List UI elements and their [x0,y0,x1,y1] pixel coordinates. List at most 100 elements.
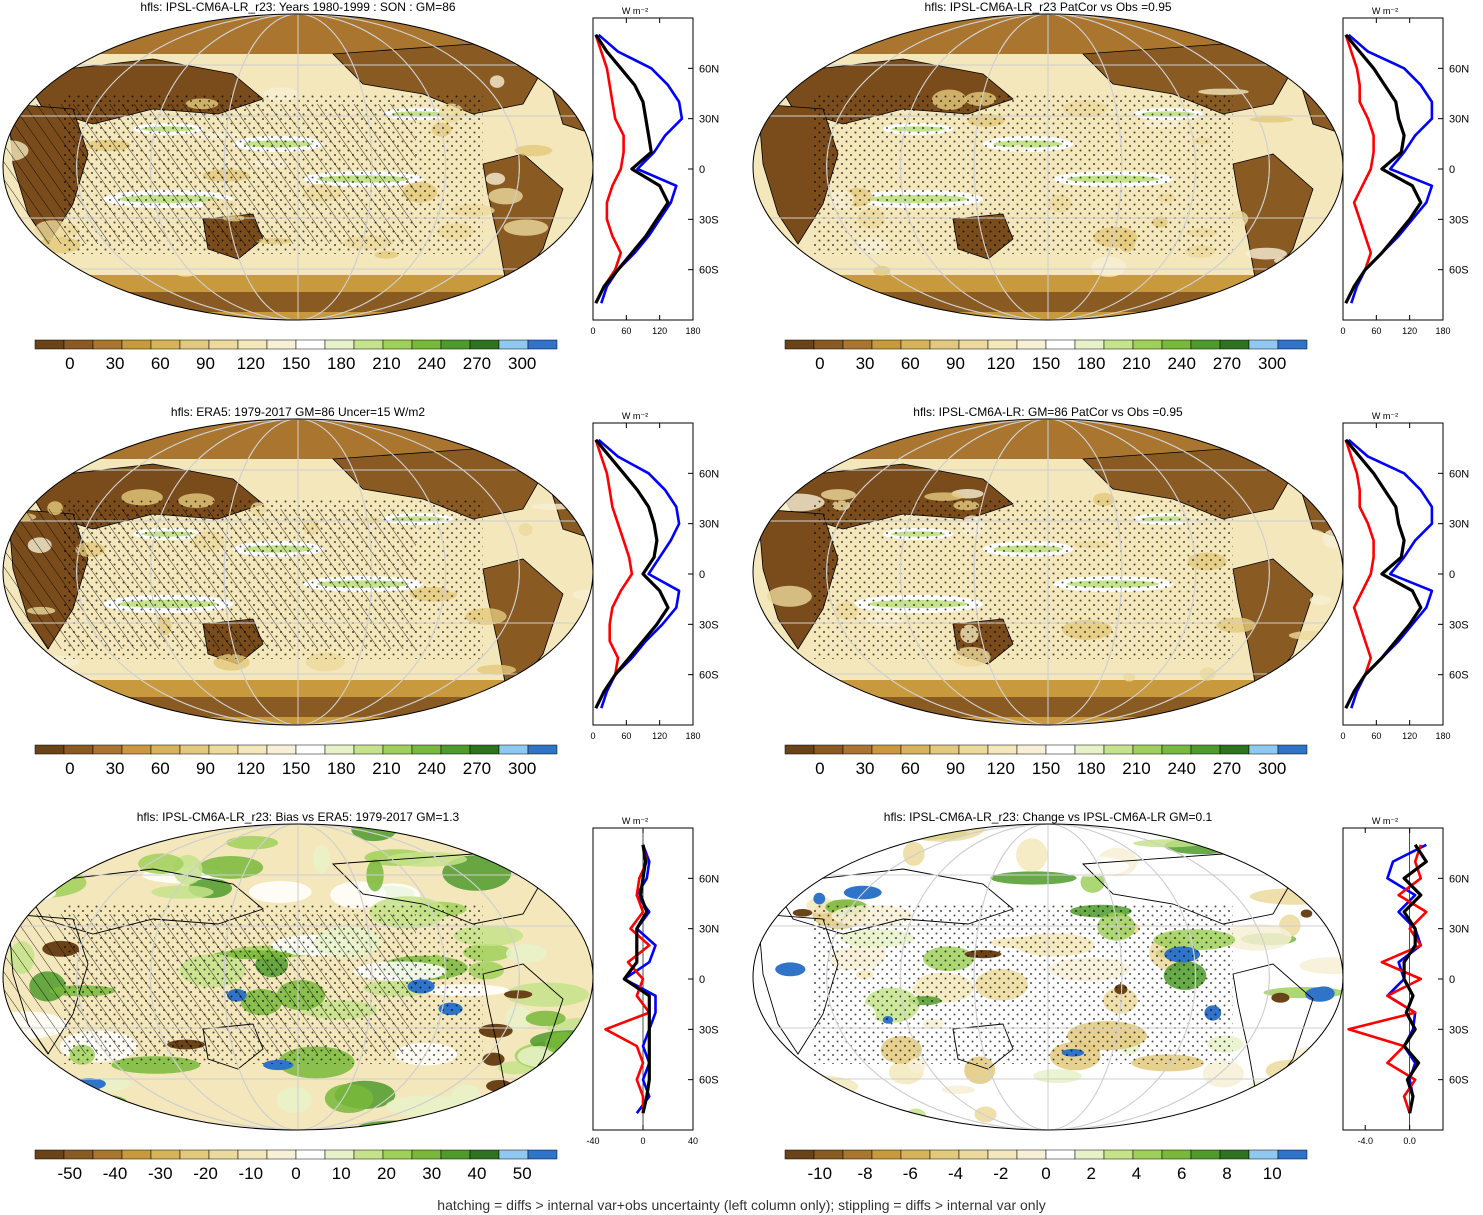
colorbar-swatch [353,744,384,755]
colorbar-swatch [92,339,123,350]
zonal-xtick-label: 120 [1402,731,1417,741]
zonal-lat-label: 60S [1449,1075,1469,1087]
zonal-lat-label: 60N [1449,873,1469,885]
colorbar-swatch [871,1149,902,1160]
colorbar-label: 180 [327,759,355,778]
colorbar-swatch [63,339,94,350]
zonal-lat-label: 30N [699,114,719,126]
colorbar-swatch [1219,744,1250,755]
colorbar-swatch [179,339,210,350]
colorbar-label: 180 [1077,354,1105,373]
map-title: hfls: IPSL-CM6A-LR_r23: Bias vs ERA5: 19… [136,810,460,824]
zonal-xtick-label: 0 [1340,326,1345,336]
panel-graphics: -10 -8 -6 -4 -2 0 2 4 6 8 10 W m⁻² -4.0 0.0 60N 30N 0 30S… [752,816,1469,1183]
colorbar-label: 2 [1087,1164,1096,1183]
zonal-unit: W m⁻² [622,6,648,16]
colorbar-swatch [1074,1149,1105,1160]
panel-change: hfls: IPSL-CM6A-LR_r23: Change vs IPSL-C… [750,810,1483,1200]
colorbar-swatch [411,1149,442,1160]
colorbar-swatch [842,339,873,350]
colorbar-swatch [1190,744,1221,755]
zonal-xtick-label: 0 [590,326,595,336]
colorbar-label: -4 [948,1164,963,1183]
panel-graphics: 0 30 60 90 120 150 180 210 240 270 300 W m⁻² 0 60 120 1… [2,411,719,778]
colorbar-swatch [440,1149,471,1160]
zonal-lat-label: 30S [699,619,719,631]
map-field [753,419,1343,725]
panel-graphics: -50 -40 -30 -20 -10 0 10 20 30 40 50 W m⁻² -40 0 40 60N… [2,816,719,1183]
map-graticule [753,14,1343,320]
colorbar-label: 270 [463,759,491,778]
colorbar-swatch [92,744,123,755]
zonal-lat-label: 30N [699,924,719,936]
colorbar-swatch [498,339,529,350]
zonal-lat-label: 60N [699,63,719,75]
colorbar-swatch [929,1149,960,1160]
colorbar-swatch [900,339,931,350]
colorbar-label: 0 [65,354,74,373]
colorbar-swatch [1016,1149,1047,1160]
colorbar-swatch [411,339,442,350]
colorbar-swatch [498,744,529,755]
colorbar-label: 30 [422,1164,441,1183]
colorbar-label: 30 [106,759,125,778]
colorbar-label: 6 [1177,1164,1186,1183]
colorbar-label: 180 [327,354,355,373]
colorbar-swatch [929,339,960,350]
colorbar-label: -2 [993,1164,1008,1183]
zonal-lat-label: 60N [1449,63,1469,75]
colorbar-swatch [324,744,355,755]
zonal-land-line [1344,439,1375,709]
colorbar-swatch [34,339,65,350]
zonal-lat-label: 0 [1449,569,1455,581]
colorbar-swatch [121,744,152,755]
colorbar-swatch [1190,339,1221,350]
colorbar-swatch [1045,339,1076,350]
colorbar-label: 150 [1032,354,1060,373]
zonal-lat-label: 60N [1449,468,1469,480]
colorbar-swatch [382,1149,413,1160]
colorbar-label: 60 [151,759,170,778]
colorbar-swatch [1103,1149,1134,1160]
zonal-xtick-label: 40 [688,1136,698,1146]
zonal-model-line [1344,438,1423,709]
zonal-xtick-label: 0 [590,731,595,741]
colorbar-swatch [1248,339,1279,350]
colorbar-swatch [353,1149,384,1160]
colorbar-label: 120 [987,354,1015,373]
colorbar-label: 300 [508,759,536,778]
colorbar-label: 300 [1258,354,1286,373]
colorbar-swatch [1219,1149,1250,1160]
colorbar-label: 10 [332,1164,351,1183]
zonal-xtick-label: 120 [652,326,667,336]
colorbar-swatch [121,1149,152,1160]
zonal-xtick-label: 180 [685,326,700,336]
colorbar-label: 120 [237,759,265,778]
zonal-lat-label: 30S [699,214,719,226]
zonal-lat-label: 30N [1449,114,1469,126]
colorbar: -50 -40 -30 -20 -10 0 10 20 30 40 50 [34,1149,558,1183]
zonal-land-line [594,34,625,304]
zonal-model-line [594,33,670,304]
colorbar-label: 150 [282,759,310,778]
colorbar-swatch [987,1149,1018,1160]
map-title: hfls: IPSL-CM6A-LR: GM=86 PatCor vs Obs … [913,405,1183,419]
colorbar-swatch [1016,339,1047,350]
panel-era5: hfls: ERA5: 1979-2017 GM=86 Uncer=15 W/m… [0,405,733,795]
zonal-lat-label: 0 [699,569,705,581]
colorbar: -10 -8 -6 -4 -2 0 2 4 6 8 10 [784,1149,1308,1183]
zonal-xtick-label: 60 [621,326,631,336]
colorbar-label: 210 [372,354,400,373]
colorbar-swatch [958,744,989,755]
zonal-lat-label: 60S [699,1075,719,1087]
colorbar: 0 30 60 90 120 150 180 210 240 270 300 [34,339,558,373]
zonal-lat-label: 60S [699,670,719,682]
colorbar-label: 240 [418,354,446,373]
colorbar-swatch [121,339,152,350]
colorbar-swatch [813,744,844,755]
colorbar-swatch [784,744,815,755]
zonal-mean-plot: W m⁻² 0 60 120 180 60N 30N 0 30S 60S [590,411,719,741]
colorbar-swatch [208,339,239,350]
colorbar-swatch [1161,1149,1192,1160]
colorbar-swatch [266,1149,297,1160]
